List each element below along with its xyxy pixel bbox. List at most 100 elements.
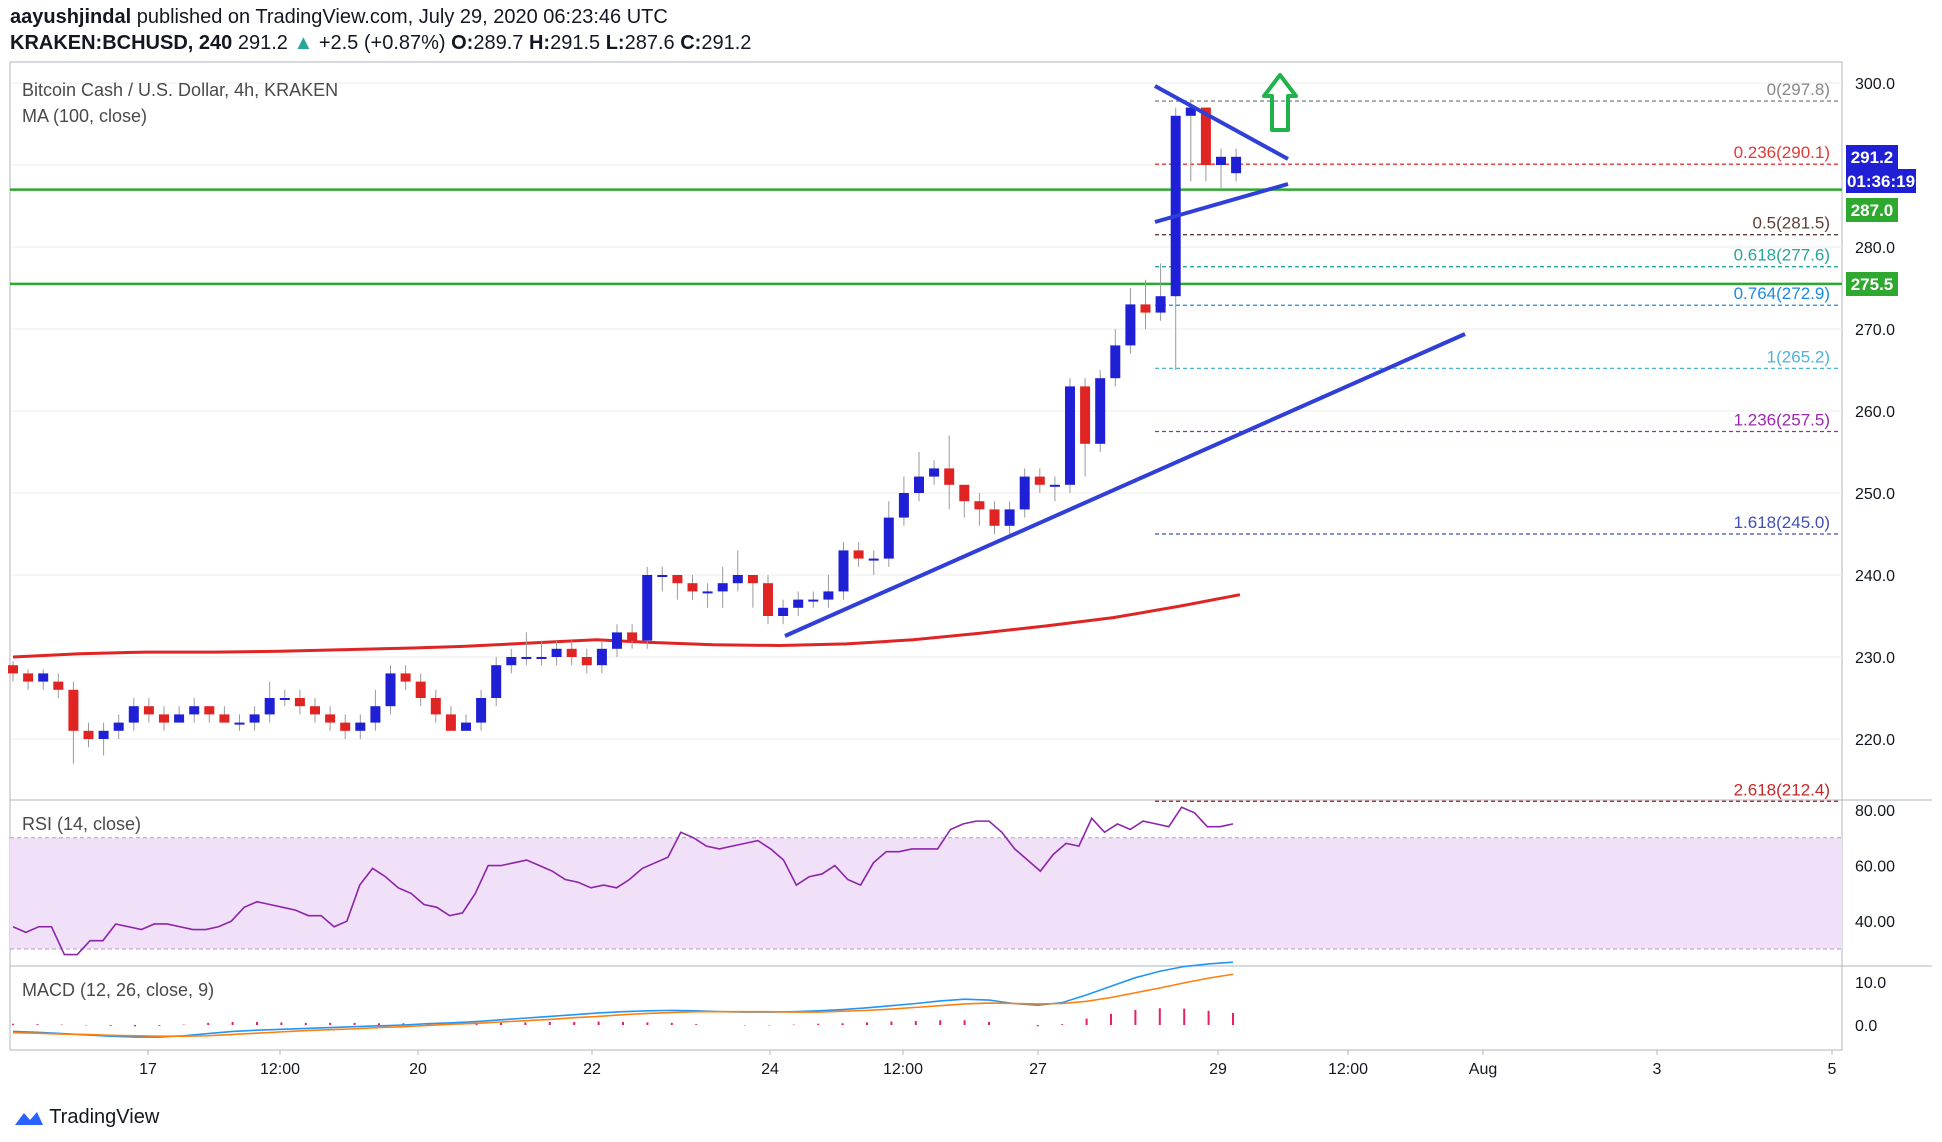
candle-body[interactable] xyxy=(1216,156,1226,165)
triangle-lower-line[interactable] xyxy=(1154,182,1289,224)
candle-body[interactable] xyxy=(174,714,185,723)
candle-body[interactable] xyxy=(1019,476,1030,510)
candle-body[interactable] xyxy=(717,583,728,592)
candle-body[interactable] xyxy=(808,599,819,602)
candle-body[interactable] xyxy=(868,558,879,561)
rsi-line[interactable] xyxy=(12,806,1234,956)
candle-body[interactable] xyxy=(491,665,502,698)
candle-body[interactable] xyxy=(612,632,622,649)
candle-body[interactable] xyxy=(1200,107,1211,165)
candle-body[interactable] xyxy=(642,575,653,641)
candle-body[interactable] xyxy=(1125,304,1136,346)
candle-body[interactable] xyxy=(596,648,607,666)
candle-body[interactable] xyxy=(702,591,713,594)
candle-body[interactable] xyxy=(23,673,34,682)
candle-body[interactable] xyxy=(959,484,970,502)
candle-body[interactable] xyxy=(1185,107,1196,116)
fib-level-label: 0(297.8) xyxy=(1767,80,1830,99)
candle-body[interactable] xyxy=(914,476,924,493)
candle-body[interactable] xyxy=(838,550,849,592)
candle-body[interactable] xyxy=(778,607,789,616)
candle-body[interactable] xyxy=(370,706,381,723)
candle-body[interactable] xyxy=(83,730,94,739)
candle-body[interactable] xyxy=(747,575,758,584)
candle-body[interactable] xyxy=(521,657,532,659)
candle-body[interactable] xyxy=(98,730,109,739)
candle-body[interactable] xyxy=(385,673,396,707)
candle-body[interactable] xyxy=(294,698,305,707)
candle-body[interactable] xyxy=(53,681,64,690)
symbol-label[interactable]: KRAKEN:BCHUSD, 240 xyxy=(10,32,233,54)
triangle-upper-line[interactable] xyxy=(1154,84,1289,161)
rising-trendline[interactable] xyxy=(784,332,1466,638)
candle-body[interactable] xyxy=(264,698,275,715)
candle-body[interactable] xyxy=(68,689,79,731)
candle-body[interactable] xyxy=(1231,156,1242,174)
candle-body[interactable] xyxy=(143,706,154,715)
candle-body[interactable] xyxy=(249,714,260,723)
signal-line[interactable] xyxy=(12,973,1234,1037)
time-axis: 17 12:00 20 22 24 12:00 27 29 12:00 Aug 3 5 xyxy=(139,1050,1837,1078)
candle-body[interactable] xyxy=(1080,386,1091,444)
low-value: 287.6 xyxy=(624,32,675,54)
candle-body[interactable] xyxy=(566,648,577,657)
candle-body[interactable] xyxy=(793,599,804,608)
candle-body[interactable] xyxy=(430,698,441,715)
candle-body[interactable] xyxy=(1110,345,1121,379)
candle-body[interactable] xyxy=(310,706,320,715)
up-arrow-icon xyxy=(1262,73,1298,132)
candle-body[interactable] xyxy=(1065,386,1075,485)
candle-body[interactable] xyxy=(204,706,215,715)
candle-body[interactable] xyxy=(536,657,547,659)
candle-body[interactable] xyxy=(853,550,864,559)
price-tags: 291.2 01:36:19 287.0 275.5 xyxy=(1846,145,1916,296)
candle-body[interactable] xyxy=(627,632,638,641)
candle-body[interactable] xyxy=(38,673,49,682)
candle-body[interactable] xyxy=(1049,484,1060,487)
candle-body[interactable] xyxy=(687,583,698,592)
macd-line[interactable] xyxy=(12,961,1234,1038)
candle-body[interactable] xyxy=(445,714,456,731)
candle-body[interactable] xyxy=(1155,296,1166,313)
candle-body[interactable] xyxy=(974,501,985,510)
candle-body[interactable] xyxy=(234,722,245,725)
candle-body[interactable] xyxy=(883,517,894,559)
candle-body[interactable] xyxy=(929,468,940,477)
author[interactable]: aayushjindal xyxy=(10,6,132,28)
candle-body[interactable] xyxy=(476,698,487,723)
candle-body[interactable] xyxy=(325,714,336,723)
candle-body[interactable] xyxy=(219,714,230,723)
candle-body[interactable] xyxy=(8,665,18,674)
candle-body[interactable] xyxy=(944,468,955,485)
candle-body[interactable] xyxy=(1004,509,1015,526)
candle-body[interactable] xyxy=(1095,378,1106,444)
candle-body[interactable] xyxy=(657,575,668,577)
candle-body[interactable] xyxy=(823,591,834,600)
candle-body[interactable] xyxy=(461,722,471,731)
candle-body[interactable] xyxy=(551,648,562,657)
candle-body[interactable] xyxy=(1140,304,1151,313)
candle-body[interactable] xyxy=(128,706,139,723)
candle-body[interactable] xyxy=(415,681,426,698)
candle-body[interactable] xyxy=(898,493,909,518)
candle-body[interactable] xyxy=(400,673,411,682)
candle-body[interactable] xyxy=(1170,115,1181,297)
tradingview-logo[interactable]: TradingView xyxy=(14,1106,159,1129)
candle-body[interactable] xyxy=(763,583,773,616)
time-tick-label: 12:00 xyxy=(1328,1061,1368,1078)
candle-body[interactable] xyxy=(189,706,200,715)
close-value: 291.2 xyxy=(701,32,752,54)
candle-body[interactable] xyxy=(672,575,683,584)
candle-body[interactable] xyxy=(355,722,366,731)
candle-body[interactable] xyxy=(159,714,169,723)
candle-body[interactable] xyxy=(581,657,592,666)
candle-body[interactable] xyxy=(506,657,517,666)
candle-body[interactable] xyxy=(113,722,124,731)
candle-body[interactable] xyxy=(989,509,1000,526)
ma100-line[interactable] xyxy=(12,593,1241,659)
candle-body[interactable] xyxy=(340,722,351,731)
candle-body[interactable] xyxy=(1034,476,1045,485)
candle-body[interactable] xyxy=(279,698,290,700)
candle-body[interactable] xyxy=(732,575,743,584)
